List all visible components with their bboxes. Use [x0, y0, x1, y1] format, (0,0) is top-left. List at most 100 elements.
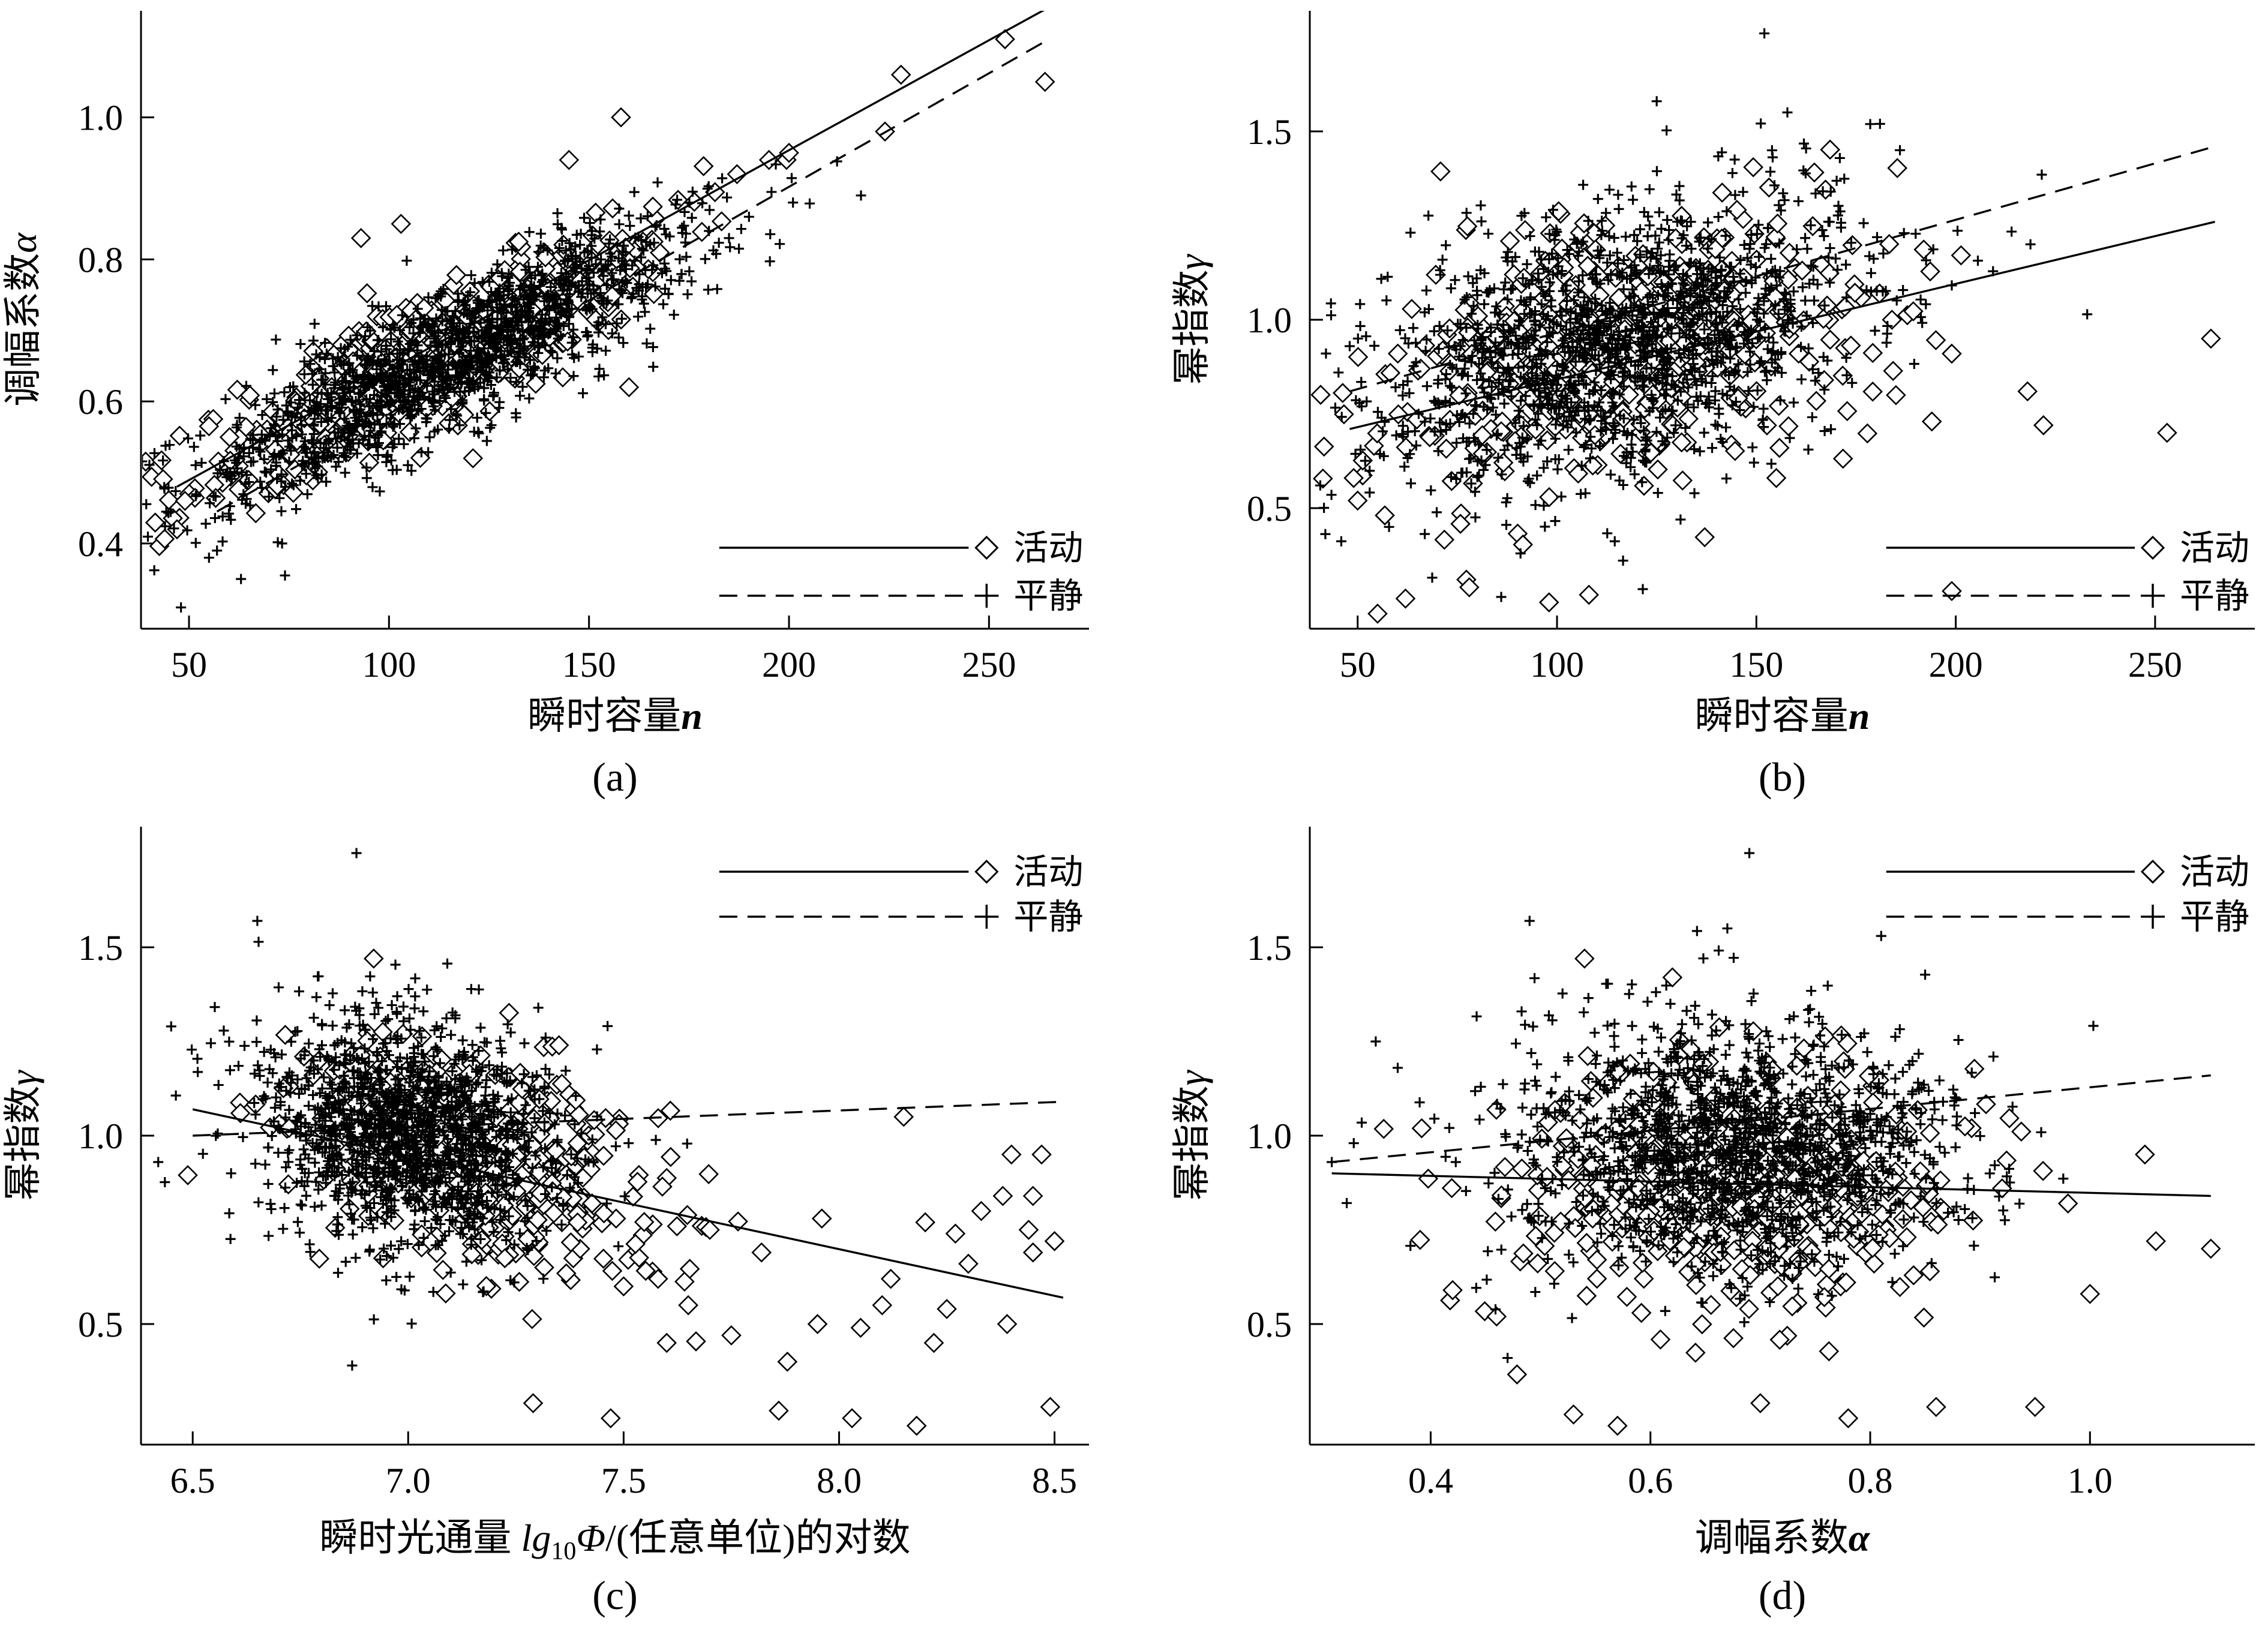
plus-point	[386, 999, 397, 1010]
plus-point	[1520, 343, 1531, 354]
plus-point	[1603, 367, 1613, 378]
plus-point	[1474, 470, 1484, 481]
plus-point	[360, 1200, 371, 1211]
plus-point	[1421, 381, 1432, 392]
plus-point	[582, 245, 593, 256]
plus-point	[1541, 212, 1552, 223]
plus-point	[1865, 268, 1876, 278]
plus-point	[599, 370, 610, 381]
plus-point	[524, 302, 535, 313]
plus-point	[553, 303, 563, 314]
plus-point	[647, 342, 658, 353]
plus-point	[434, 1058, 445, 1068]
plus-point	[1522, 259, 1532, 269]
plus-point	[176, 602, 187, 613]
plus-point	[364, 439, 375, 449]
plus-point	[331, 403, 342, 414]
plus-point	[1536, 299, 1547, 310]
plus-point	[471, 367, 482, 377]
plus-point	[1468, 301, 1479, 311]
plus-point	[541, 291, 551, 302]
plus-point	[446, 338, 457, 349]
plus-point	[1868, 253, 1879, 264]
plus-point	[345, 334, 356, 345]
plus-point	[568, 371, 579, 382]
plus-point	[623, 210, 634, 221]
plus-point	[475, 1233, 486, 1244]
plus-point	[1674, 328, 1685, 339]
plus-point	[1792, 244, 1802, 255]
plus-point	[300, 448, 311, 458]
plus-point	[1759, 367, 1770, 377]
plus-point	[575, 229, 586, 239]
plus-point	[1429, 326, 1439, 337]
plus-point	[524, 393, 535, 404]
plus-point	[376, 426, 387, 437]
plus-point	[1398, 380, 1409, 391]
plus-point	[1411, 337, 1421, 348]
plus-point	[1759, 28, 1770, 39]
plus-point	[271, 334, 281, 345]
plus-point	[1484, 376, 1495, 387]
plus-point	[496, 268, 507, 278]
diamond-point	[169, 425, 190, 446]
diamond-point	[1778, 416, 1799, 437]
plus-point	[1670, 312, 1681, 323]
plus-point	[394, 433, 404, 444]
plus-point	[1627, 284, 1638, 295]
plus-point	[1678, 377, 1688, 388]
plus-point	[677, 222, 688, 233]
diamond-point	[1348, 347, 1369, 367]
diamond-point	[1820, 139, 1841, 160]
plus-point	[1693, 333, 1704, 344]
plus-point	[1613, 326, 1624, 337]
plus-point	[217, 511, 228, 522]
plus-point	[1557, 391, 1568, 401]
plus-point	[503, 280, 514, 291]
plus-point	[1675, 215, 1686, 226]
diamond-point	[560, 1232, 581, 1253]
plus-point	[703, 284, 713, 295]
plus-point	[1502, 493, 1513, 503]
plus-point	[1644, 373, 1655, 383]
plus-point	[1639, 307, 1650, 318]
plus-point	[308, 421, 319, 431]
plus-point	[686, 276, 697, 287]
plus-point	[569, 353, 580, 364]
plus-point	[481, 359, 492, 370]
plus-point	[436, 1031, 446, 1042]
plus-point	[1728, 271, 1739, 282]
plus-point	[1558, 420, 1568, 431]
plus-point	[1724, 370, 1735, 380]
plus-point	[272, 537, 283, 548]
plus-point	[1543, 311, 1553, 322]
diamond-point	[142, 451, 156, 472]
plus-point	[1761, 239, 1772, 250]
plus-point	[1831, 175, 1842, 186]
plus-point	[1391, 430, 1402, 441]
plus-point	[522, 298, 533, 308]
plus-point	[554, 242, 565, 253]
plus-point	[614, 203, 625, 214]
plus-point	[499, 1180, 509, 1191]
plus-point	[1602, 257, 1613, 268]
plus-point	[1625, 370, 1636, 381]
plus-point	[373, 440, 383, 451]
plus-point	[1562, 342, 1573, 353]
plus-point	[1662, 432, 1673, 443]
plus-point	[658, 299, 668, 310]
plus-point	[492, 259, 503, 270]
plus-point	[633, 311, 644, 322]
plus-point	[458, 1279, 469, 1290]
plus-point	[1552, 413, 1562, 424]
diamond-point	[1883, 361, 1904, 382]
diamond-point	[629, 1247, 649, 1268]
plus-point	[519, 349, 530, 359]
plus-point	[1525, 292, 1536, 303]
plus-point	[1486, 382, 1497, 392]
plus-point	[1398, 431, 1409, 442]
plus-point	[394, 344, 405, 355]
plus-point	[1355, 445, 1366, 455]
plus-point	[1610, 424, 1621, 435]
plus-point	[1751, 314, 1762, 325]
